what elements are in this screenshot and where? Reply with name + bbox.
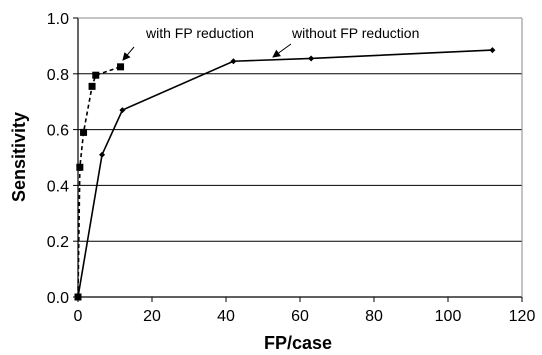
- annotation-arrow-with-fp-reduction: [122, 46, 135, 61]
- y-tick-label-1: 0.2: [47, 234, 69, 251]
- x-tick-label-5: 100: [435, 308, 462, 325]
- series-0-point-4: [92, 71, 100, 79]
- series-1-point-3: [230, 58, 237, 65]
- series-layer: [74, 47, 496, 301]
- series-1-point-0: [75, 294, 81, 300]
- y-tick-label-0: 0.0: [47, 290, 69, 307]
- y-axis: 0.0 0.2 0.4 0.6 0.8 1.0: [47, 11, 78, 307]
- y-tick-label-3: 0.6: [47, 123, 69, 140]
- series-0-point-3: [88, 82, 96, 90]
- series-0-point-5: [117, 63, 125, 71]
- x-axis: 0 20 40 60 80 100 120: [74, 297, 536, 325]
- series-line-1: [77, 49, 493, 298]
- x-tick-label-0: 0: [74, 308, 83, 325]
- plot-area: [77, 17, 523, 298]
- annotation-without-fp-reduction: without FP reduction: [291, 25, 419, 41]
- annotation-with-fp-reduction: with FP reduction: [145, 25, 254, 41]
- series-0-point-2: [80, 128, 88, 136]
- annotations: with FP reduction without FP reduction: [122, 25, 419, 61]
- x-tick-label-2: 40: [217, 308, 235, 325]
- series-1-point-4: [308, 55, 315, 62]
- x-tick-label-1: 20: [143, 308, 161, 325]
- series-1-point-2: [119, 107, 126, 114]
- series-1-point-1: [99, 151, 106, 158]
- x-tick-label-3: 60: [291, 308, 309, 325]
- series-0-point-1: [76, 163, 84, 171]
- series-line-0: [77, 66, 121, 298]
- annotation-arrow-without-fp-reduction: [272, 43, 292, 58]
- series-1-point-5: [489, 47, 496, 54]
- x-axis-title: FP/case: [264, 333, 332, 353]
- x-tick-label-6: 120: [509, 308, 536, 325]
- y-tick-label-5: 1.0: [47, 11, 69, 28]
- y-axis-title: Sensitivity: [9, 112, 29, 202]
- x-tick-label-4: 80: [365, 308, 383, 325]
- y-tick-label-2: 0.4: [47, 178, 69, 195]
- y-tick-label-4: 0.8: [47, 67, 69, 84]
